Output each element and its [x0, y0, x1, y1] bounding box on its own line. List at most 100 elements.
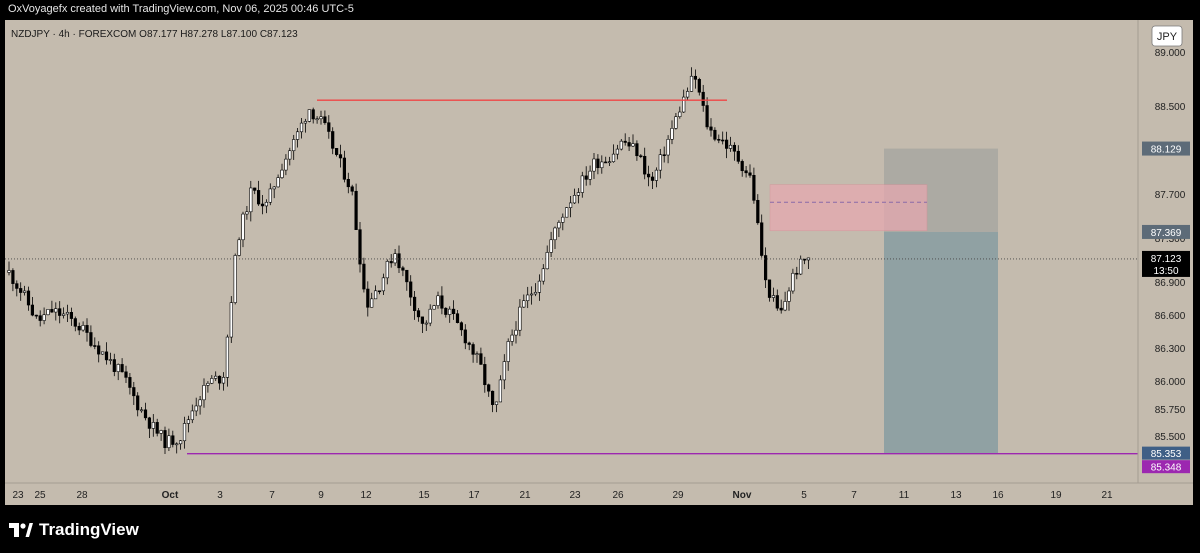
bull-candle	[502, 361, 506, 381]
bear-candle	[767, 279, 772, 298]
bear-candle	[740, 161, 744, 172]
bull-candle	[783, 301, 787, 311]
bear-candle	[471, 344, 475, 355]
bear-candle	[34, 314, 38, 317]
time-axis[interactable]: 23 25 28 Oct 3 7 9 12 15 17 21 23 26 29 Nov 5 7 11 13 16 19 2…	[5, 482, 1193, 501]
bull-candle	[225, 336, 230, 378]
bull-candle	[799, 258, 803, 275]
time-tick-label: 12	[360, 490, 372, 501]
bull-candle	[510, 334, 514, 342]
currency-button-label[interactable]: JPY	[1157, 31, 1178, 43]
bull-candle	[685, 91, 690, 98]
bull-candle	[186, 419, 191, 424]
bull-candle	[576, 192, 580, 196]
bull-candle	[615, 148, 619, 155]
last-price-tag-bg	[1142, 250, 1190, 277]
time-tick-label: 25	[34, 490, 46, 501]
bear-candle	[709, 126, 713, 131]
bear-candle	[120, 364, 124, 373]
time-tick-label: 13	[950, 490, 962, 501]
bull-candle	[280, 169, 284, 178]
price-tick-label: 86.000	[1155, 377, 1186, 388]
bear-candle	[69, 312, 73, 319]
bull-candle	[658, 154, 662, 171]
bear-candle	[334, 148, 339, 155]
bear-candle	[744, 170, 748, 174]
bull-candle	[580, 175, 584, 193]
bear-candle	[136, 395, 140, 411]
bull-candle	[498, 379, 503, 403]
bear-candle	[455, 313, 460, 323]
price-tick-label: 86.900	[1155, 278, 1186, 289]
bull-candle	[537, 280, 541, 293]
chart-panel[interactable]: 89.00088.50088.10087.70087.30086.90086.6…	[5, 20, 1193, 505]
bull-candle	[315, 118, 319, 121]
bull-candle	[787, 290, 791, 302]
bull-candle	[182, 423, 187, 442]
bear-candle	[377, 290, 382, 293]
price-chart[interactable]: 89.00088.50088.10087.70087.30086.90086.6…	[5, 20, 1193, 505]
bull-candle	[229, 302, 233, 338]
bull-candle	[553, 227, 557, 241]
bull-candle	[151, 422, 155, 429]
bull-candle	[549, 239, 553, 253]
price-tick-label: 85.500	[1155, 432, 1186, 443]
bear-candle	[412, 296, 417, 311]
bear-candle	[338, 154, 343, 159]
bear-candle	[701, 91, 705, 106]
bear-candle	[724, 139, 729, 149]
bear-candle	[58, 308, 62, 316]
bull-candle	[654, 169, 658, 181]
bear-candle	[147, 417, 152, 429]
bull-candle	[666, 138, 670, 156]
bear-candle	[30, 304, 35, 316]
bull-candle	[428, 308, 432, 324]
bear-candle	[584, 175, 588, 180]
bear-candle	[490, 390, 495, 405]
time-tick-label: 16	[992, 490, 1004, 501]
bull-candle	[791, 272, 795, 292]
bull-candle	[54, 308, 58, 313]
bear-candle	[331, 131, 335, 149]
bear-candle	[257, 190, 261, 205]
time-tick-label: 11	[899, 490, 910, 501]
bear-candle	[124, 371, 128, 378]
price-axis[interactable]: 89.00088.50088.10087.70087.30086.90086.6…	[1137, 20, 1190, 483]
bull-candle	[678, 111, 682, 117]
supply-zone	[769, 184, 928, 232]
bull-candle	[101, 351, 105, 355]
bull-candle	[319, 116, 323, 120]
price-tick-label: 86.300	[1155, 344, 1186, 355]
bull-candle	[432, 305, 436, 310]
bear-candle	[405, 269, 409, 283]
bull-candle	[22, 290, 27, 293]
bear-candle	[409, 281, 413, 298]
time-tick-label: 23	[569, 490, 581, 501]
last-price-tag-countdown: 13:50	[1153, 266, 1178, 277]
bear-candle	[38, 315, 42, 321]
bull-candle	[292, 139, 296, 152]
bear-candle	[358, 229, 362, 265]
bull-candle	[448, 308, 452, 315]
time-tick-label: Oct	[162, 490, 179, 501]
bull-candle	[307, 109, 311, 122]
bull-candle	[370, 298, 374, 308]
price-tick-label: 86.600	[1155, 311, 1186, 322]
time-tick-label: 9	[318, 490, 324, 501]
bear-candle	[779, 307, 783, 311]
bull-candle	[506, 341, 510, 362]
bear-candle	[705, 105, 709, 128]
bear-candle	[97, 345, 101, 355]
bull-candle	[272, 186, 276, 190]
bull-candle	[393, 253, 397, 264]
bull-candle	[529, 293, 534, 296]
bull-candle	[674, 116, 678, 129]
bull-candle	[592, 158, 596, 172]
bull-candle	[202, 385, 206, 401]
currency-button-frame[interactable]	[1151, 25, 1183, 47]
tradingview-logo[interactable]: TradingView	[9, 520, 139, 540]
bull-candle	[299, 122, 304, 133]
bull-candle	[518, 306, 522, 331]
bull-candle	[116, 364, 120, 372]
time-tick-label: 7	[851, 490, 857, 501]
